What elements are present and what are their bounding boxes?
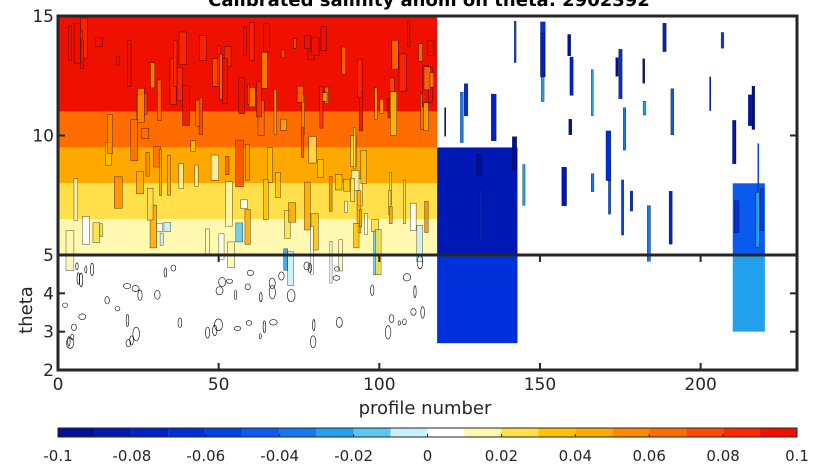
x-tick-label: 0 [53, 375, 64, 395]
heatmap-data-layer [58, 16, 765, 349]
colorbar-swatch [58, 428, 95, 437]
colorbar-tick-label: -0.08 [112, 447, 151, 465]
colorbar-swatch [316, 428, 354, 437]
heatmap-region-1 [58, 111, 438, 148]
colorbar-swatch [723, 428, 761, 437]
colorbar-swatch [427, 428, 465, 437]
chart-title: Calibrated salinity anom on theta: 29023… [208, 0, 650, 11]
colorbar-tick-label: 0.04 [559, 447, 592, 465]
x-tick-label: 50 [208, 375, 230, 395]
colorbar-swatch [686, 428, 724, 437]
colorbar-tick-label: -0.06 [186, 447, 225, 465]
colorbar-swatch [501, 428, 539, 437]
colorbar-swatch [205, 428, 243, 437]
heatmap-region-8 [732, 255, 765, 332]
y-tick-label-lower: 4 [43, 284, 54, 304]
colorbar: -0.1 -0.08 -0.06 -0.04 -0.02 0 0.02 0.04 0.06 0.0… [43, 427, 809, 465]
colorbar-swatch [94, 428, 132, 437]
colorbar-tick-label: 0.1 [785, 447, 809, 465]
colorbar-tick-label: -0.02 [334, 447, 373, 465]
x-tick-label: 200 [684, 375, 716, 395]
y-axis-label: theta [16, 286, 37, 334]
colorbar-tick-label: -0.1 [43, 447, 72, 465]
colorbar-swatch [131, 428, 169, 437]
x-tick-label: 100 [363, 375, 395, 395]
colorbar-swatch [464, 428, 502, 437]
colorbar-swatch [575, 428, 613, 437]
colorbar-tick-label: -0.04 [260, 447, 299, 465]
colorbar-swatch [168, 428, 206, 437]
y-tick-label-lower: 5 [43, 246, 54, 266]
lower-axes-frame [56, 253, 799, 372]
axes-layer: 0 50 100 150 200 10 15 2 3 4 5 [32, 7, 799, 395]
colorbar-swatch [538, 428, 576, 437]
y-tick-label-upper: 10 [32, 127, 54, 147]
colorbar-swatch [242, 428, 280, 437]
colorbar-tick-label: 0.06 [632, 447, 665, 465]
plot-area [58, 16, 765, 349]
x-tick-label: 150 [524, 375, 556, 395]
x-axis-label: profile number [359, 398, 492, 419]
colorbar-swatch [649, 428, 687, 437]
colorbar-swatch [353, 428, 391, 437]
y-tick-label-upper: 15 [32, 7, 54, 27]
colorbar-tick-label: 0 [423, 447, 433, 465]
colorbar-swatch [612, 428, 650, 437]
colorbar-tick-label: 0.08 [706, 447, 739, 465]
colorbar-tick-label: 0.02 [485, 447, 518, 465]
contour-texture [62, 17, 764, 349]
colorbar-swatch [279, 428, 317, 437]
heatmap-region-6 [437, 255, 518, 344]
colorbar-swatch [390, 428, 428, 437]
y-tick-label-lower: 2 [43, 361, 54, 381]
y-tick-label-lower: 3 [43, 323, 54, 343]
colorbar-swatch [760, 428, 797, 437]
